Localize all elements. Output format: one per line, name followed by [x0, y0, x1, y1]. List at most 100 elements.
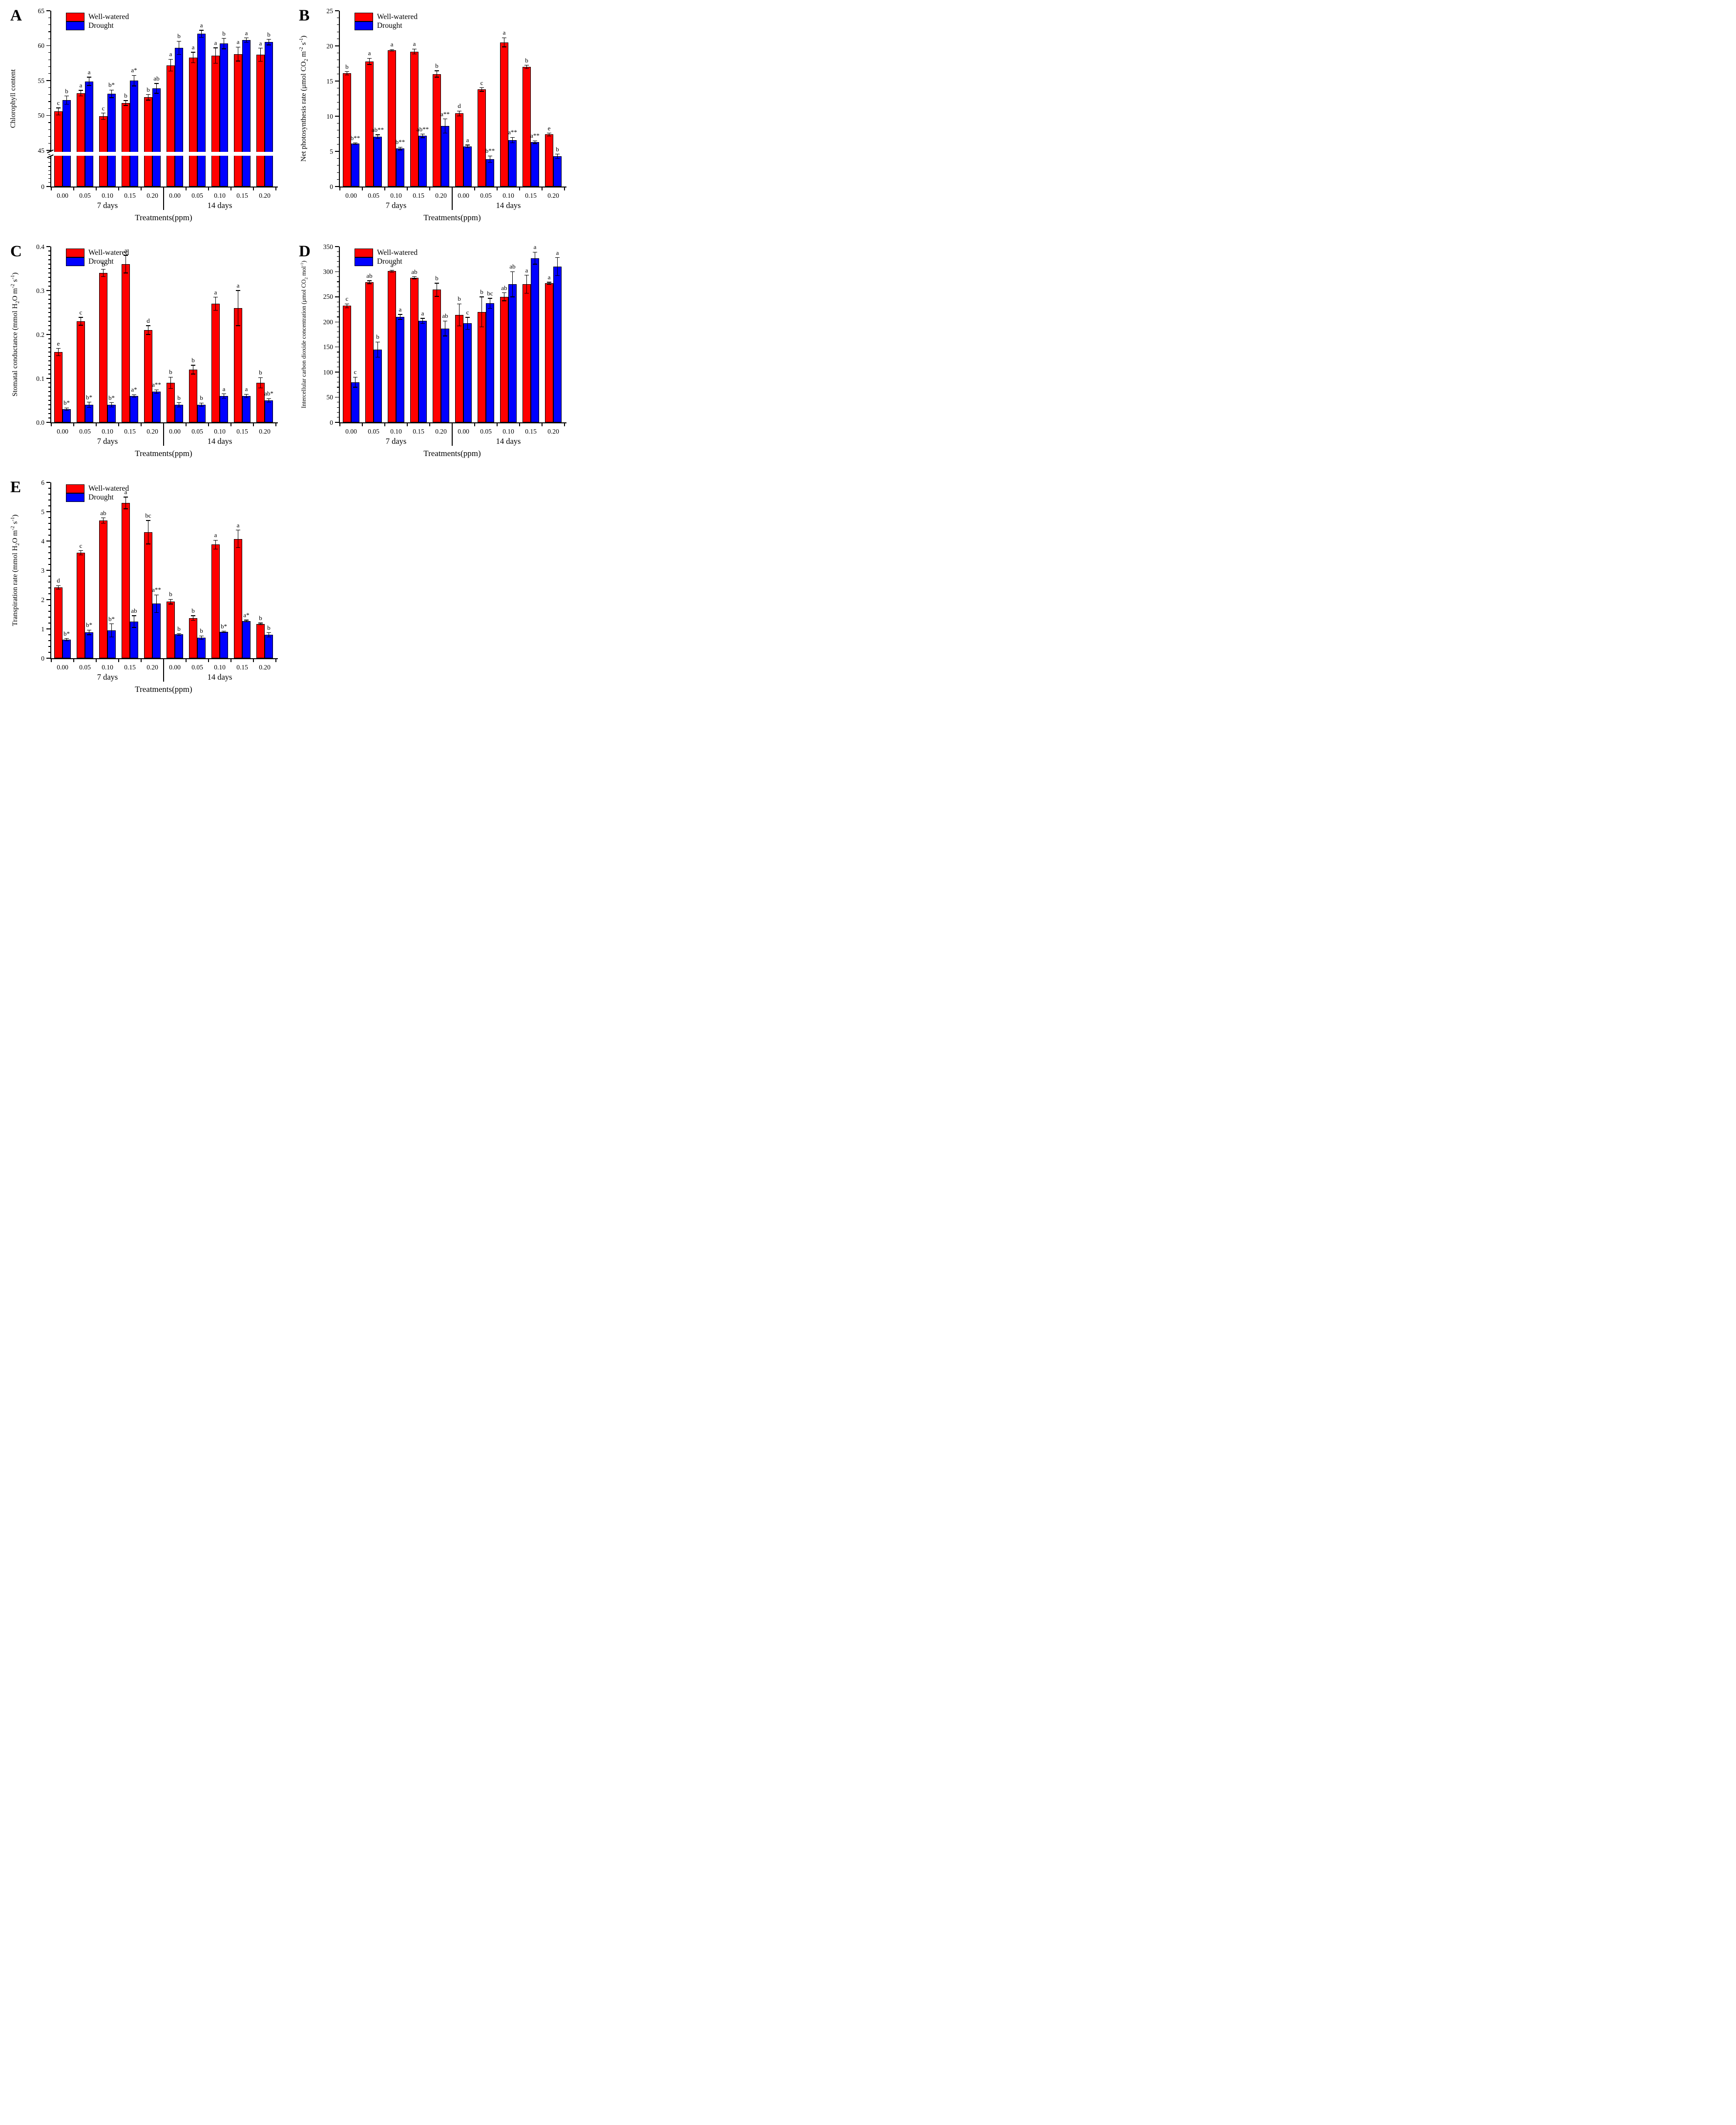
x-group-label: 7 days — [97, 201, 118, 210]
y-major-tick — [335, 321, 339, 323]
error-bar-cap-top — [168, 59, 173, 60]
error-bar-cap-bottom — [199, 37, 204, 38]
error-bar-cap-bottom — [555, 275, 560, 276]
error-bar-line — [170, 377, 171, 389]
x-group-label: 7 days — [97, 437, 118, 446]
y-major-tick — [46, 186, 50, 187]
x-tick — [118, 659, 119, 662]
error-bar-cap-top — [412, 276, 417, 277]
x-axis-title: Treatments(ppm) — [135, 449, 192, 458]
y-tick-label: 50 — [38, 112, 45, 120]
y-major-tick — [46, 10, 50, 11]
y-minor-tick — [48, 166, 50, 167]
y-minor-tick — [48, 73, 50, 74]
x-category-label: 0.00 — [345, 428, 357, 435]
y-minor-tick — [48, 182, 50, 183]
error-bar-line — [58, 348, 59, 356]
x-tick — [96, 659, 97, 662]
x-category-label: 0.15 — [124, 192, 136, 199]
x-tick — [141, 659, 142, 662]
y-major-tick — [46, 246, 50, 247]
bar-well-watered — [234, 539, 242, 658]
x-tick — [141, 188, 142, 190]
error-bar-line — [156, 83, 157, 93]
error-bar-line — [526, 65, 527, 69]
y-minor-tick — [48, 170, 50, 171]
y-tick-label: 150 — [323, 343, 333, 351]
group-divider-line — [452, 423, 453, 446]
bar-well-watered — [211, 304, 220, 422]
bar-well-watered — [433, 74, 441, 187]
error-bar-cap-top — [213, 47, 218, 48]
significance-letter: b — [556, 145, 559, 153]
error-bar-cap-bottom — [267, 44, 271, 45]
x-category-label: 0.15 — [525, 428, 537, 435]
y-major-tick — [46, 511, 50, 512]
significance-letter: d — [458, 102, 461, 110]
error-bar-cap-top — [267, 398, 271, 399]
y-tick-label: 300 — [323, 268, 333, 275]
y-axis-label: Transpiration rate (mmol H2O m-2 s-1) — [10, 514, 21, 626]
group-divider-line — [163, 188, 164, 210]
significance-letter: b* — [86, 621, 92, 629]
legend-swatch-well-watered — [66, 484, 84, 493]
x-category-label: 0.00 — [345, 192, 357, 199]
y-major-tick — [46, 482, 50, 483]
error-bar-cap-bottom — [420, 137, 425, 138]
y-minor-tick — [48, 382, 50, 383]
y-minor-tick — [48, 505, 50, 506]
error-bar-cap-bottom — [488, 308, 492, 309]
significance-letter: c — [466, 309, 469, 316]
significance-letter: b — [124, 91, 127, 99]
significance-letter: b — [169, 368, 172, 376]
significance-letter: a — [79, 82, 83, 89]
bar-well-watered — [144, 97, 152, 187]
error-bar-cap-bottom — [132, 85, 136, 86]
x-tick — [474, 188, 475, 190]
y-minor-tick — [48, 558, 50, 559]
bar-drought — [396, 317, 404, 422]
significance-letter: b** — [395, 138, 405, 146]
error-bar-cap-top — [56, 107, 61, 108]
error-bar-cap-bottom — [488, 162, 492, 163]
bar-well-watered — [144, 532, 152, 658]
error-bar-cap-top — [79, 550, 83, 551]
y-minor-tick — [48, 154, 50, 155]
y-tick-label: 65 — [38, 7, 45, 15]
significance-letter: a* — [131, 386, 137, 394]
error-bar-cap-bottom — [376, 138, 380, 139]
significance-letter: b* — [108, 81, 115, 89]
error-bar-cap-top — [502, 292, 506, 293]
y-minor-tick — [48, 250, 50, 251]
x-tick — [497, 188, 498, 190]
x-tick — [96, 423, 97, 426]
x-category-label: 0.20 — [259, 664, 271, 671]
x-tick — [186, 659, 187, 662]
y-major-tick — [335, 246, 339, 247]
y-minor-tick — [48, 143, 50, 144]
bar-well-watered — [234, 54, 242, 187]
y-tick-label: 0.3 — [36, 287, 44, 294]
y-tick-label: 4 — [41, 537, 44, 545]
error-bar-cap-bottom — [177, 635, 181, 636]
error-bar-line — [369, 280, 370, 284]
error-bar-line — [467, 145, 468, 148]
error-bar-cap-bottom — [443, 335, 447, 336]
x-tick — [542, 188, 543, 190]
y-minor-tick — [48, 122, 50, 123]
significance-letter: ab — [509, 263, 516, 271]
bar-drought — [197, 405, 206, 422]
error-bar-line — [246, 620, 247, 622]
y-major-tick — [46, 290, 50, 291]
error-bar-line — [111, 624, 112, 637]
significance-letter: a — [245, 385, 248, 393]
y-tick-label: 5 — [330, 147, 333, 155]
significance-letter: b — [191, 356, 195, 364]
bar-well-watered — [433, 290, 441, 422]
error-bar-cap-bottom — [244, 397, 249, 398]
error-bar-line — [512, 137, 513, 143]
legend-label: Drought — [377, 21, 402, 30]
error-bar-cap-top — [244, 394, 249, 395]
significance-letter: c — [57, 99, 60, 106]
error-bar-line — [170, 599, 171, 604]
